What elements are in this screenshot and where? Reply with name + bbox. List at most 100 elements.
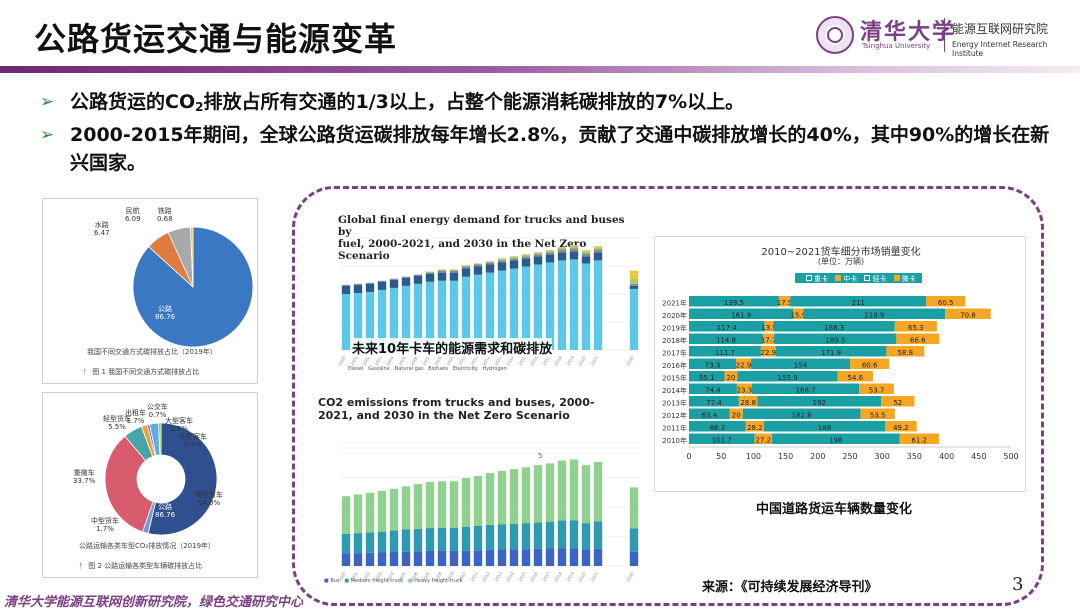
bar-segment	[377, 281, 387, 290]
bar-segment	[581, 263, 591, 350]
bar-segment	[689, 358, 737, 369]
row-label: 2021年	[662, 298, 687, 307]
bar-segment	[775, 346, 887, 357]
pie-label-highway: 公路 86.76	[155, 305, 176, 321]
stacked-bar-chart: 2000 2001 2002 2003 2004 2005 2006 2007 2008 2009…	[337, 447, 640, 583]
bar-segment	[581, 250, 591, 252]
tick-label: 2007	[421, 355, 431, 367]
data-label: 101.7	[712, 437, 732, 445]
bar-segment	[377, 289, 387, 350]
tick-label: 2014	[505, 571, 515, 583]
bullet-text: 2000-2015年期间，全球公路货运碳排放每年增长2.8%，贡献了交通中碳排放…	[70, 124, 1050, 174]
chart-title: CO2 emissions from trucks and buses, 200…	[318, 396, 595, 422]
tick-label: 2021	[589, 355, 599, 367]
data-label: 161.9	[731, 312, 751, 320]
bar-segment	[353, 533, 363, 554]
bar-segment	[729, 408, 743, 419]
bar-segment	[689, 421, 746, 432]
tick-label: 2003	[373, 355, 383, 367]
tick-label: 2000	[337, 355, 347, 367]
bar-segment	[461, 266, 471, 269]
bar-segment	[485, 524, 495, 550]
tick-label: 2012	[481, 571, 491, 583]
data-label: 60.6	[862, 362, 878, 370]
data-label: 70.8	[960, 312, 976, 320]
bar-segment	[401, 285, 411, 350]
bar-segment	[509, 256, 519, 259]
bar-segment	[473, 475, 483, 526]
bar-segment	[569, 246, 579, 249]
bar-segment	[353, 283, 363, 285]
tick-label: 250	[842, 452, 857, 461]
tick-label: 2001	[349, 571, 359, 583]
bar-segment	[461, 276, 471, 350]
bar-segment	[341, 285, 351, 294]
data-label: 55.1	[699, 374, 715, 382]
bar-segment	[389, 278, 399, 280]
page-title: 公路货运交通与能源变革	[34, 20, 398, 58]
data-label: 52	[893, 399, 902, 407]
data-label: 60.5	[938, 299, 954, 307]
bar-segment	[449, 550, 459, 566]
tick-label: 2008	[433, 355, 443, 367]
tick-label: 2009	[445, 571, 455, 583]
bullet-text: 排放占所有交通的1/3以上，占整个能源消耗碳排放的7%以上。	[203, 91, 745, 113]
data-label: 155.9	[778, 374, 798, 382]
pie-label-rail: 铁路 0.68	[157, 207, 173, 223]
bar-segment	[533, 548, 543, 566]
bar-segment	[365, 552, 375, 566]
bar-segment	[449, 269, 459, 271]
bar-segment	[629, 551, 639, 566]
chart-legend: 重卡 中卡 轻卡 微卡	[795, 273, 922, 283]
tick-label: 2017	[541, 571, 551, 583]
bar-segment	[763, 421, 886, 432]
tick-label: 2004	[385, 355, 395, 367]
bar-segment	[365, 283, 375, 292]
bar-segment	[461, 526, 471, 551]
data-label: 188	[818, 424, 831, 432]
row-label: 2012年	[662, 411, 687, 420]
bar-segment	[757, 396, 882, 407]
chart-caption: 中国道路货运车辆数量变化	[756, 502, 913, 517]
donut-label: 出租车 1.7%	[125, 409, 146, 425]
figure-note: ！ 图 2 公路运输各类型车辆碳排放占比	[79, 562, 203, 570]
bar-segment	[885, 421, 917, 432]
bar-segment	[473, 266, 483, 275]
bar-segment	[413, 484, 423, 529]
bullet-text: 公路货运的CO	[70, 91, 196, 113]
bar-segment	[762, 333, 775, 344]
bar-segment	[509, 549, 519, 566]
bar-segment	[413, 551, 423, 566]
tick-label: 2004	[385, 571, 395, 583]
tick-label: 2018	[553, 571, 563, 583]
bar-segment	[497, 470, 507, 525]
bar-segment	[509, 523, 519, 550]
tick-label: 2003	[373, 571, 383, 583]
data-label: 114.8	[716, 337, 736, 345]
bar-segment	[353, 553, 363, 566]
bar-segment	[461, 268, 471, 277]
bar-segment	[401, 551, 411, 566]
data-label: 22.9	[761, 349, 777, 357]
bar-segment	[689, 396, 739, 407]
bar-segment	[521, 254, 531, 257]
bar-segment	[533, 465, 543, 523]
bar-segment	[353, 292, 363, 350]
pie-slice	[104, 435, 154, 533]
bar-segment	[593, 252, 603, 261]
figure-vehicle-types-donut: 公交车 0.7% 出租车 1.7% 大型客车 2.6% 中型客车 0.7% 轻型货车 5.…	[42, 392, 258, 578]
data-label: 63.4	[702, 412, 718, 420]
data-label: 189.5	[825, 337, 845, 345]
tick-label: 2009	[445, 355, 455, 367]
bar-segment	[545, 252, 555, 255]
tick-label: 2007	[421, 571, 431, 583]
bar-segment	[545, 463, 555, 522]
logo-institute-en: Energy Internet Research Institute	[952, 40, 1048, 58]
bar-segment	[593, 521, 603, 549]
data-label: 198	[829, 437, 842, 445]
bar-segment	[437, 270, 447, 273]
bar-segment	[425, 550, 435, 566]
bar-segment	[894, 321, 937, 332]
bar-segment	[425, 272, 435, 274]
row-label: 2018年	[662, 336, 687, 345]
